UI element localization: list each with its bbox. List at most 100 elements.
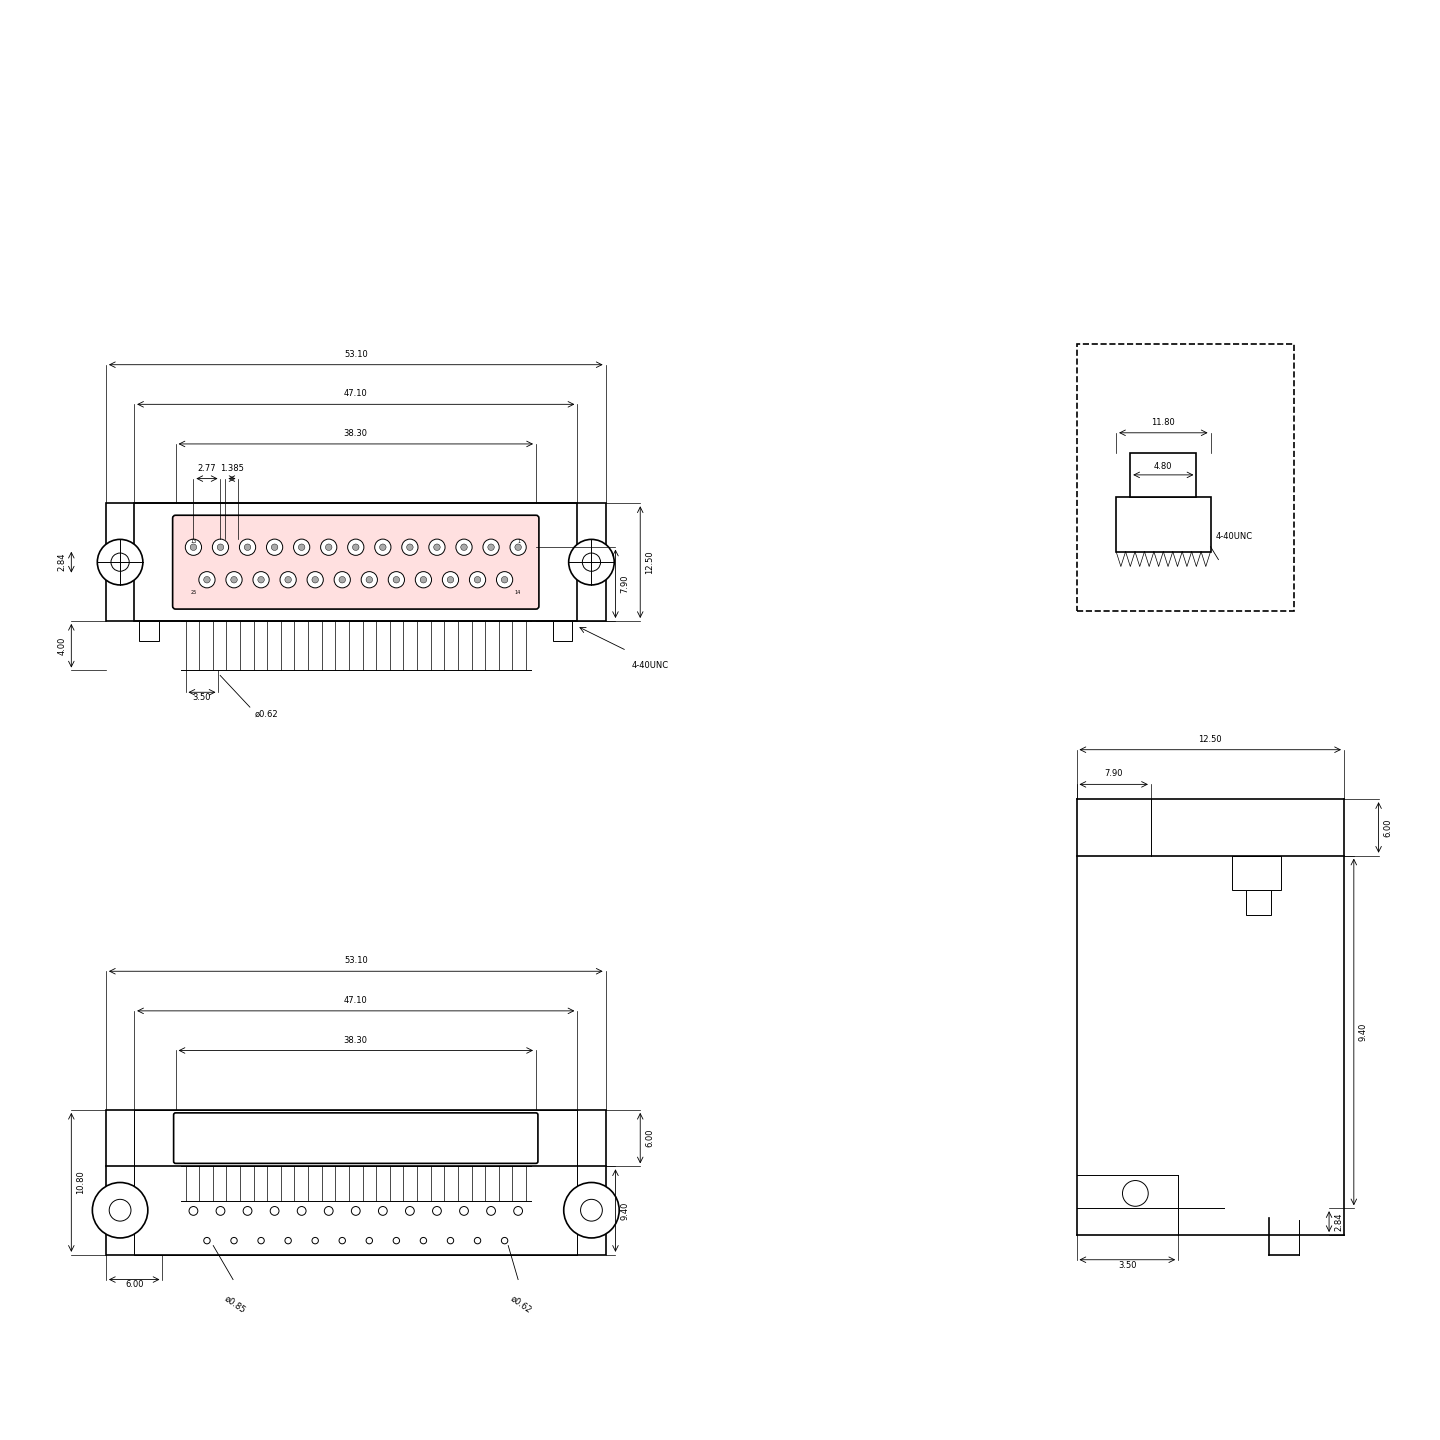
Circle shape bbox=[92, 1182, 148, 1238]
Bar bbox=[1077, 344, 1295, 611]
Circle shape bbox=[374, 539, 390, 556]
Circle shape bbox=[488, 544, 494, 550]
Circle shape bbox=[312, 576, 318, 583]
Circle shape bbox=[321, 539, 337, 556]
Text: 11.80: 11.80 bbox=[1152, 418, 1175, 426]
Text: 2.77: 2.77 bbox=[197, 464, 216, 472]
Bar bbox=[107, 1110, 606, 1254]
Text: 6.00: 6.00 bbox=[1384, 818, 1392, 837]
Circle shape bbox=[98, 540, 143, 585]
Circle shape bbox=[186, 539, 202, 556]
Circle shape bbox=[325, 544, 333, 550]
Circle shape bbox=[338, 576, 346, 583]
Circle shape bbox=[510, 539, 526, 556]
Circle shape bbox=[285, 576, 291, 583]
Bar bbox=[140, 621, 158, 641]
Text: 2.84: 2.84 bbox=[1333, 1212, 1344, 1231]
Circle shape bbox=[245, 544, 251, 550]
Circle shape bbox=[406, 544, 413, 550]
Text: 6.00: 6.00 bbox=[125, 1280, 144, 1289]
Circle shape bbox=[569, 540, 615, 585]
Circle shape bbox=[448, 576, 454, 583]
Circle shape bbox=[298, 544, 305, 550]
Circle shape bbox=[271, 544, 278, 550]
Text: 13: 13 bbox=[190, 539, 197, 544]
Text: 6.00: 6.00 bbox=[645, 1129, 654, 1148]
Circle shape bbox=[253, 572, 269, 588]
Circle shape bbox=[307, 572, 324, 588]
Text: 9.40: 9.40 bbox=[1359, 1022, 1368, 1041]
Bar bbox=[1247, 890, 1272, 914]
Text: 25: 25 bbox=[190, 589, 197, 595]
Circle shape bbox=[516, 544, 521, 550]
Circle shape bbox=[497, 572, 513, 588]
Text: 53.10: 53.10 bbox=[344, 350, 367, 359]
Circle shape bbox=[389, 572, 405, 588]
FancyBboxPatch shape bbox=[173, 516, 539, 609]
Circle shape bbox=[230, 576, 238, 583]
Circle shape bbox=[1123, 1181, 1148, 1207]
Bar bbox=[1130, 452, 1197, 497]
Text: 3.50: 3.50 bbox=[1117, 1260, 1136, 1270]
Text: 7.90: 7.90 bbox=[1104, 769, 1123, 779]
Circle shape bbox=[334, 572, 350, 588]
Circle shape bbox=[361, 572, 377, 588]
Text: 1: 1 bbox=[518, 539, 521, 544]
Circle shape bbox=[203, 576, 210, 583]
Circle shape bbox=[239, 539, 256, 556]
Text: 4.00: 4.00 bbox=[58, 636, 66, 655]
Circle shape bbox=[258, 576, 265, 583]
Bar bbox=[134, 504, 577, 621]
Text: 2.84: 2.84 bbox=[58, 553, 66, 572]
Text: 4-40UNC: 4-40UNC bbox=[1215, 533, 1253, 541]
Text: 53.10: 53.10 bbox=[344, 956, 367, 965]
Circle shape bbox=[563, 1182, 619, 1238]
Circle shape bbox=[442, 572, 458, 588]
Circle shape bbox=[294, 539, 310, 556]
Circle shape bbox=[380, 544, 386, 550]
Bar bbox=[134, 1110, 577, 1254]
Circle shape bbox=[217, 544, 223, 550]
Text: 7.90: 7.90 bbox=[621, 575, 629, 593]
Bar bbox=[1231, 855, 1282, 890]
Circle shape bbox=[474, 576, 481, 583]
Text: 3.50: 3.50 bbox=[193, 693, 212, 703]
Circle shape bbox=[266, 539, 282, 556]
Circle shape bbox=[420, 576, 426, 583]
Circle shape bbox=[456, 539, 472, 556]
Text: ø0.62: ø0.62 bbox=[255, 710, 278, 719]
Text: 12.50: 12.50 bbox=[1198, 734, 1223, 744]
Circle shape bbox=[469, 572, 485, 588]
Text: 9.40: 9.40 bbox=[621, 1201, 629, 1220]
Text: 38.30: 38.30 bbox=[344, 429, 367, 438]
Text: 1.385: 1.385 bbox=[220, 464, 243, 472]
Text: 12.50: 12.50 bbox=[645, 550, 654, 575]
Circle shape bbox=[461, 544, 467, 550]
Text: 4.80: 4.80 bbox=[1153, 462, 1172, 471]
Text: 47.10: 47.10 bbox=[344, 389, 367, 399]
Circle shape bbox=[402, 539, 418, 556]
Text: 10.80: 10.80 bbox=[76, 1171, 85, 1194]
Text: 47.10: 47.10 bbox=[344, 996, 367, 1005]
Circle shape bbox=[393, 576, 400, 583]
Text: ø0.62: ø0.62 bbox=[508, 1295, 533, 1315]
Circle shape bbox=[415, 572, 432, 588]
Circle shape bbox=[429, 539, 445, 556]
Circle shape bbox=[199, 572, 215, 588]
Circle shape bbox=[226, 572, 242, 588]
Circle shape bbox=[347, 539, 364, 556]
FancyBboxPatch shape bbox=[174, 1113, 539, 1164]
Text: 14: 14 bbox=[516, 589, 521, 595]
Circle shape bbox=[190, 544, 197, 550]
Bar bbox=[553, 621, 572, 641]
Circle shape bbox=[366, 576, 373, 583]
Circle shape bbox=[353, 544, 359, 550]
Bar bbox=[1116, 497, 1211, 552]
Text: 4-40UNC: 4-40UNC bbox=[632, 661, 670, 670]
Circle shape bbox=[433, 544, 441, 550]
Text: 38.30: 38.30 bbox=[344, 1035, 367, 1044]
Bar bbox=[107, 504, 606, 621]
Circle shape bbox=[501, 576, 508, 583]
Circle shape bbox=[279, 572, 297, 588]
Circle shape bbox=[482, 539, 500, 556]
